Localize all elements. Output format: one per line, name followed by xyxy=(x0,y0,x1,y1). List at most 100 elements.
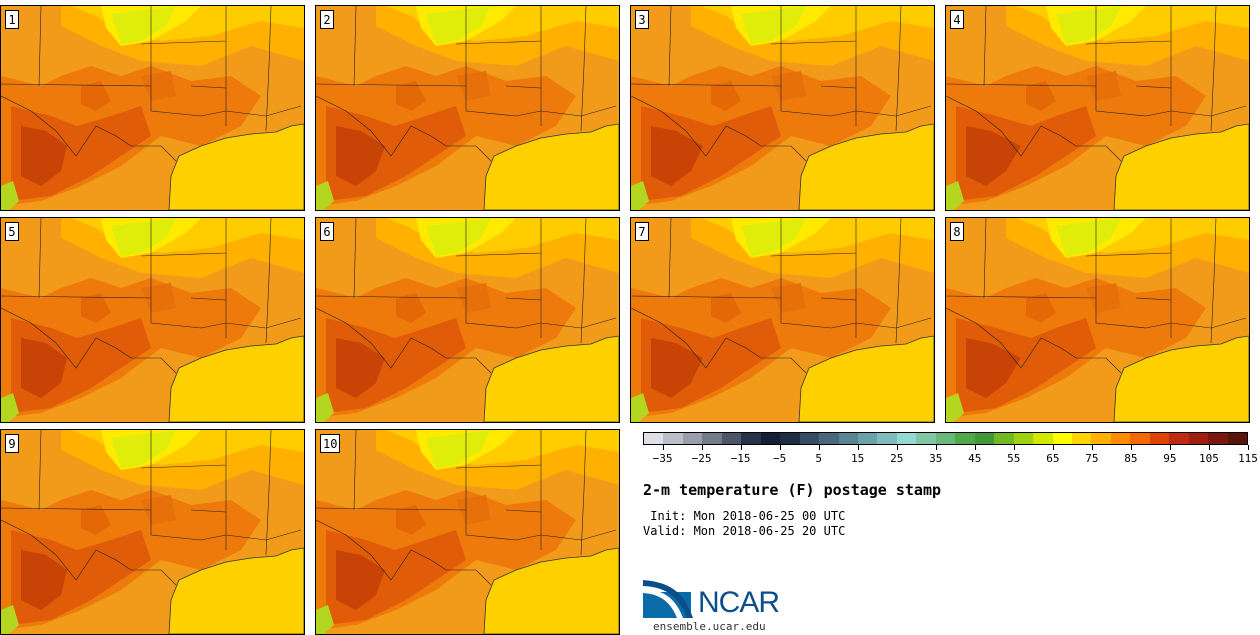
init-time: Init: Mon 2018-06-25 00 UTC xyxy=(643,509,846,523)
gulf-water xyxy=(168,123,304,210)
plot-title: 2-m temperature (F) postage stamp xyxy=(643,481,942,499)
gulf-water xyxy=(798,123,934,210)
colorbar-tick-mark xyxy=(701,445,703,450)
gulf-water xyxy=(168,547,304,634)
colorbar-tick-label: 5 xyxy=(815,452,822,465)
temperature-map xyxy=(316,218,619,422)
colorbar-segment xyxy=(663,433,683,444)
member-label: 7 xyxy=(635,222,649,241)
colorbar-tick-label: 115 xyxy=(1238,452,1258,465)
colorbar-tick-mark xyxy=(1169,445,1171,450)
colorbar-segment xyxy=(682,433,703,444)
member-label: 8 xyxy=(950,222,964,241)
colorbar-segment xyxy=(994,433,1014,444)
colorbar-tick-label: 15 xyxy=(851,452,865,465)
colorbar-segment xyxy=(1052,433,1072,444)
temperature-map xyxy=(1,430,304,634)
member-label: 6 xyxy=(320,222,334,241)
member-panel-8[interactable]: 8 xyxy=(945,217,1250,423)
member-panel-4[interactable]: 4 xyxy=(945,5,1250,211)
colorbar-segment xyxy=(1033,433,1053,444)
member-panel-9[interactable]: 9 xyxy=(0,429,305,635)
colorbar-tick-label: 105 xyxy=(1199,452,1219,465)
gulf-water xyxy=(1113,123,1249,210)
colorbar-tick-mark xyxy=(974,445,976,450)
colorbar-tick-mark xyxy=(779,445,781,450)
colorbar-segment xyxy=(780,433,800,444)
gulf-water xyxy=(483,547,619,634)
temperature-map xyxy=(1,218,304,422)
ncar-logo-icon xyxy=(643,580,693,618)
logo-url: ensemble.ucar.edu xyxy=(653,620,766,633)
colorbar-tick-mark xyxy=(1013,445,1015,450)
member-panel-10[interactable]: 10 xyxy=(315,429,620,635)
colorbar-tick-mark xyxy=(662,445,664,450)
colorbar-tick-label: 85 xyxy=(1124,452,1138,465)
member-panel-1[interactable]: 1 xyxy=(0,5,305,211)
colorbar-tick-mark xyxy=(740,445,742,450)
colorbar-tick-mark xyxy=(1052,445,1054,450)
member-panel-6[interactable]: 6 xyxy=(315,217,620,423)
temperature-map xyxy=(946,6,1249,210)
colorbar-segment xyxy=(916,433,936,444)
colorbar-segment xyxy=(838,433,858,444)
logo-name: NCAR xyxy=(698,586,780,619)
member-label: 2 xyxy=(320,10,334,29)
colorbar-tick-mark xyxy=(1091,445,1093,450)
colorbar-tick-mark xyxy=(1248,445,1249,450)
colorbar-tick-label: −25 xyxy=(691,452,712,465)
colorbar-segment xyxy=(799,433,820,444)
colorbar-segment xyxy=(1208,433,1228,444)
colorbar-tick-mark xyxy=(1208,445,1210,450)
temperature-map xyxy=(316,6,619,210)
temperature-map xyxy=(316,430,619,634)
gulf-water xyxy=(483,335,619,422)
colorbar-tick-label: 75 xyxy=(1085,452,1099,465)
member-label: 5 xyxy=(5,222,19,241)
colorbar-segment xyxy=(1091,433,1111,444)
temperature-map xyxy=(1,6,304,210)
member-panel-7[interactable]: 7 xyxy=(630,217,935,423)
colorbar-tick-label: −35 xyxy=(652,452,673,465)
colorbar-tick-mark xyxy=(1130,445,1132,450)
colorbar-ticks: −35 −25 −15 −5 5 15 25 35 45 55 65 75 85 95 105 115 xyxy=(643,445,1258,465)
member-panel-3[interactable]: 3 xyxy=(630,5,935,211)
colorbar-segment xyxy=(896,433,917,444)
temperature-map xyxy=(631,6,934,210)
valid-time: Valid: Mon 2018-06-25 20 UTC xyxy=(643,524,846,538)
colorbar-segment xyxy=(857,433,878,444)
member-label: 4 xyxy=(950,10,964,29)
colorbar-tick-label: 35 xyxy=(929,452,943,465)
member-label: 9 xyxy=(5,434,19,453)
gulf-water xyxy=(1113,335,1249,422)
temperature-map xyxy=(946,218,1249,422)
colorbar-segment xyxy=(819,433,839,444)
member-label: 10 xyxy=(320,434,341,453)
temperature-map xyxy=(631,218,934,422)
colorbar-segment xyxy=(721,433,742,444)
gulf-water xyxy=(483,123,619,210)
colorbar-segment xyxy=(1071,433,1092,444)
gulf-water xyxy=(798,335,934,422)
colorbar-segment xyxy=(644,433,664,444)
member-panel-2[interactable]: 2 xyxy=(315,5,620,211)
colorbar-tick-label: 25 xyxy=(890,452,904,465)
colorbar-segment xyxy=(1110,433,1131,444)
colorbar-segment xyxy=(1130,433,1150,444)
temperature-colorbar xyxy=(643,432,1248,445)
member-panel-5[interactable]: 5 xyxy=(0,217,305,423)
colorbar-segment xyxy=(1188,433,1209,444)
colorbar-segment xyxy=(1149,433,1170,444)
colorbar-segment xyxy=(1169,433,1189,444)
colorbar-segment xyxy=(935,433,956,444)
colorbar-tick-mark xyxy=(935,445,937,450)
colorbar-segment xyxy=(974,433,995,444)
colorbar-tick-mark xyxy=(896,445,898,450)
member-label: 3 xyxy=(635,10,649,29)
colorbar-segment xyxy=(877,433,897,444)
colorbar-tick-label: 55 xyxy=(1007,452,1021,465)
colorbar-tick-label: 95 xyxy=(1163,452,1177,465)
colorbar-tick-mark xyxy=(818,445,820,450)
colorbar-segment xyxy=(1013,433,1034,444)
colorbar-segment xyxy=(760,433,781,444)
